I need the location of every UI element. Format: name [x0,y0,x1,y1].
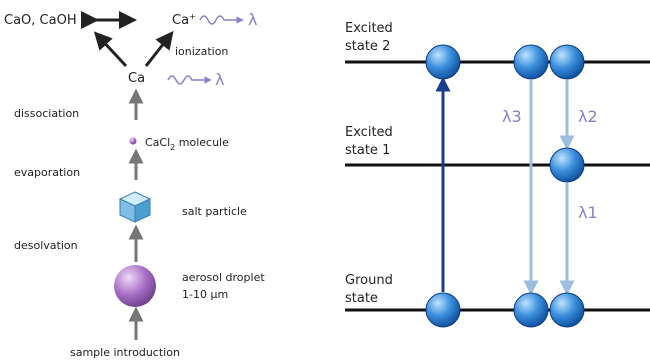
electron [514,45,548,79]
introduction-label: sample introduction [70,346,180,359]
molecule: CaCl2 molecule [145,136,229,152]
diagram: CaO, CaOH Ca+ λ ionization Ca λ dissocia… [0,0,650,362]
droplet-icon [114,265,156,307]
step-label: desolvation [14,239,78,252]
level-label: Ground [345,273,393,288]
electron [550,45,584,79]
products: CaO, CaOH [4,13,77,28]
electron [550,148,584,182]
arrow [100,38,126,66]
ion: Ca+ [172,12,196,28]
electrons [426,45,584,327]
level-label: state 2 [345,39,390,54]
molecule-icon [130,138,137,145]
lambda: λ [248,10,257,29]
level-label: Excited [345,21,393,36]
left-panel: CaO, CaOH Ca+ λ ionization Ca λ dissocia… [4,10,265,359]
level-label: Excited [345,125,393,140]
salt-cube [120,192,150,222]
electron [426,293,460,327]
arrow [146,38,168,66]
right-panel: Excited state 2 Excited state 1 Ground s… [345,21,650,327]
droplet-label: aerosol droplet [182,271,265,284]
electron [550,293,584,327]
transition-label: λ1 [578,203,598,222]
level-label: state 1 [345,143,390,158]
step-label: dissociation [14,107,79,120]
level-label: state [345,291,378,306]
step-label: evaporation [14,166,80,179]
electron [514,293,548,327]
transition-label: λ2 [578,107,598,126]
salt-label: salt particle [182,205,247,218]
ionization-label: ionization [175,45,228,58]
atom: Ca [128,71,145,86]
electron [426,45,460,79]
droplet-size: 1-10 µm [182,288,228,301]
emission-wave [168,76,208,84]
lambda: λ [215,70,224,89]
transition-label: λ3 [502,107,522,126]
emission-wave [200,16,240,24]
